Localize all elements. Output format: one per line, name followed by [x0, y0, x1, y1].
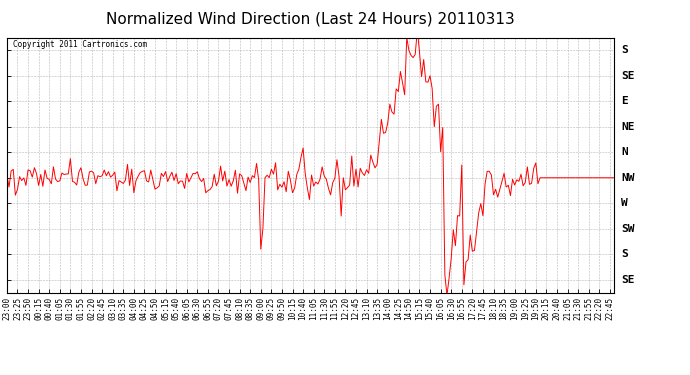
- Text: Copyright 2011 Cartronics.com: Copyright 2011 Cartronics.com: [13, 40, 147, 49]
- Text: SE: SE: [621, 275, 635, 285]
- Text: Normalized Wind Direction (Last 24 Hours) 20110313: Normalized Wind Direction (Last 24 Hours…: [106, 11, 515, 26]
- Text: S: S: [621, 45, 628, 55]
- Text: SE: SE: [621, 71, 635, 81]
- Text: NE: NE: [621, 122, 635, 132]
- Text: W: W: [621, 198, 628, 208]
- Text: NW: NW: [621, 173, 635, 183]
- Text: S: S: [621, 249, 628, 259]
- Text: N: N: [621, 147, 628, 157]
- Text: SW: SW: [621, 224, 635, 234]
- Text: E: E: [621, 96, 628, 106]
